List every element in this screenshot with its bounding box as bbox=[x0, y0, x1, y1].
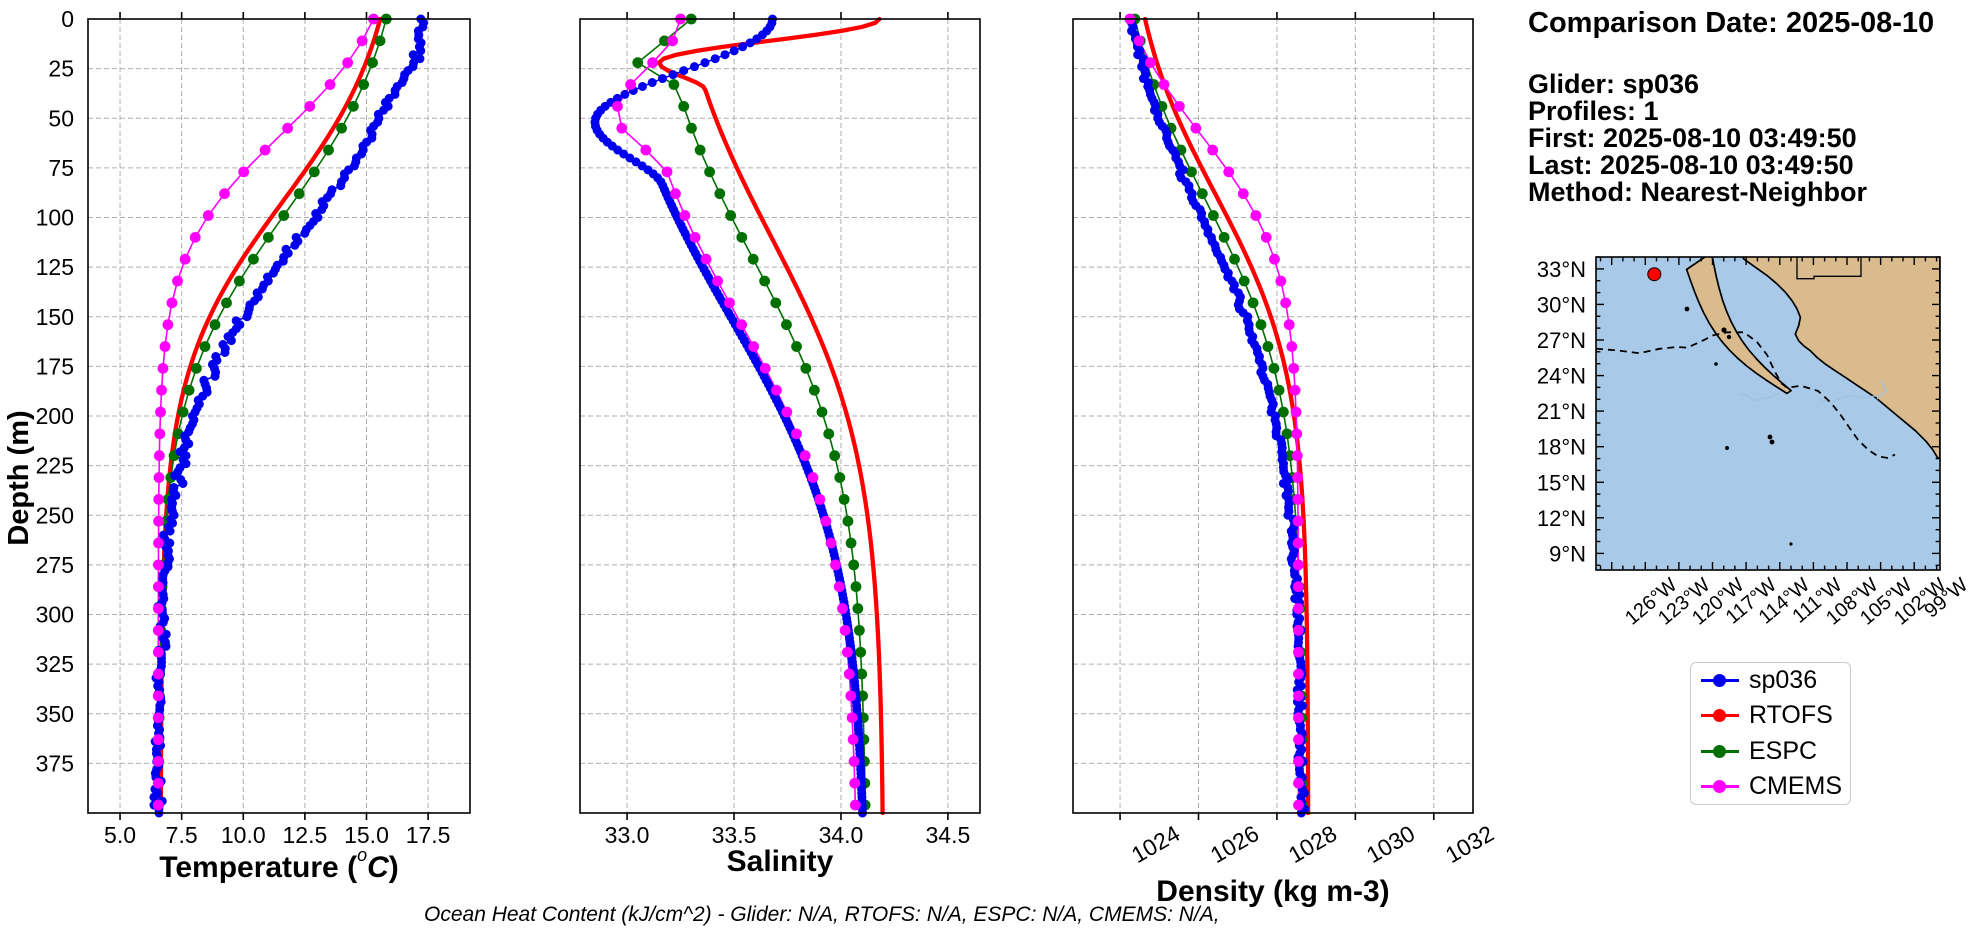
svg-text:275: 275 bbox=[36, 552, 74, 578]
svg-text:25: 25 bbox=[48, 56, 74, 82]
svg-text:18°N: 18°N bbox=[1537, 435, 1586, 460]
svg-text:33°N: 33°N bbox=[1537, 257, 1586, 282]
svg-text:50: 50 bbox=[48, 105, 74, 131]
svg-text:100: 100 bbox=[36, 205, 74, 231]
svg-text:325: 325 bbox=[36, 651, 74, 677]
svg-text:21°N: 21°N bbox=[1537, 399, 1586, 424]
svg-text:30°N: 30°N bbox=[1537, 292, 1586, 317]
svg-text:125: 125 bbox=[36, 254, 74, 280]
svg-text:75: 75 bbox=[48, 155, 74, 181]
svg-text:300: 300 bbox=[36, 602, 74, 628]
svg-text:375: 375 bbox=[36, 750, 74, 776]
svg-text:15°N: 15°N bbox=[1537, 470, 1586, 495]
svg-text:250: 250 bbox=[36, 502, 74, 528]
svg-text:200: 200 bbox=[36, 403, 74, 429]
svg-text:9°N: 9°N bbox=[1549, 541, 1586, 566]
svg-text:225: 225 bbox=[36, 453, 74, 479]
svg-text:350: 350 bbox=[36, 701, 74, 727]
svg-text:27°N: 27°N bbox=[1537, 328, 1586, 353]
svg-text:150: 150 bbox=[36, 304, 74, 330]
svg-text:0: 0 bbox=[61, 6, 74, 32]
svg-text:12°N: 12°N bbox=[1537, 506, 1586, 531]
svg-text:24°N: 24°N bbox=[1537, 364, 1586, 389]
svg-text:175: 175 bbox=[36, 353, 74, 379]
